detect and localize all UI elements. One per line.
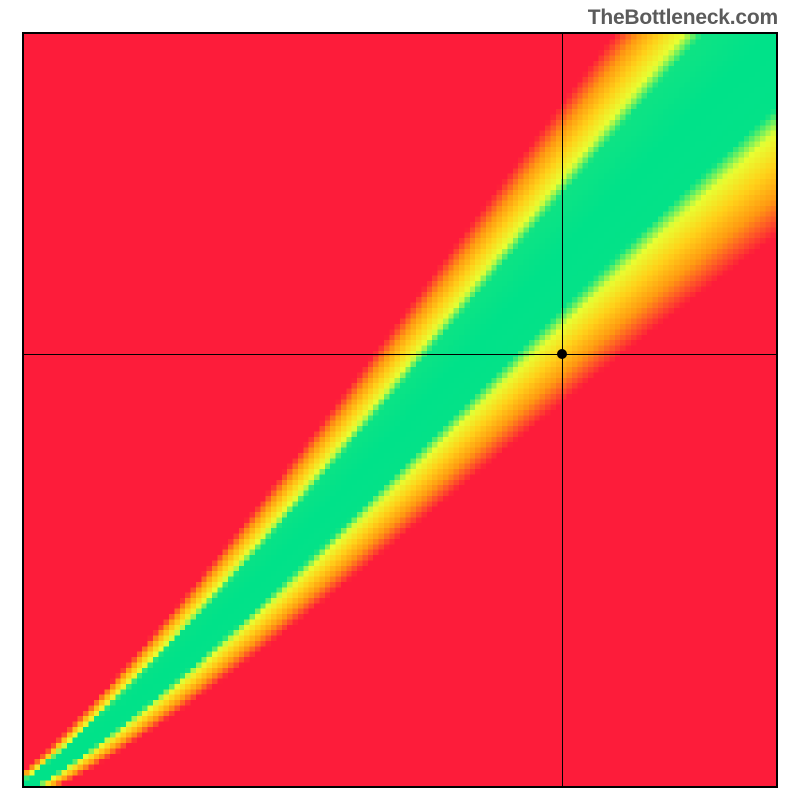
bottleneck-heatmap bbox=[22, 32, 778, 788]
watermark-text: TheBottleneck.com bbox=[588, 6, 778, 30]
heatmap-canvas bbox=[24, 34, 776, 786]
